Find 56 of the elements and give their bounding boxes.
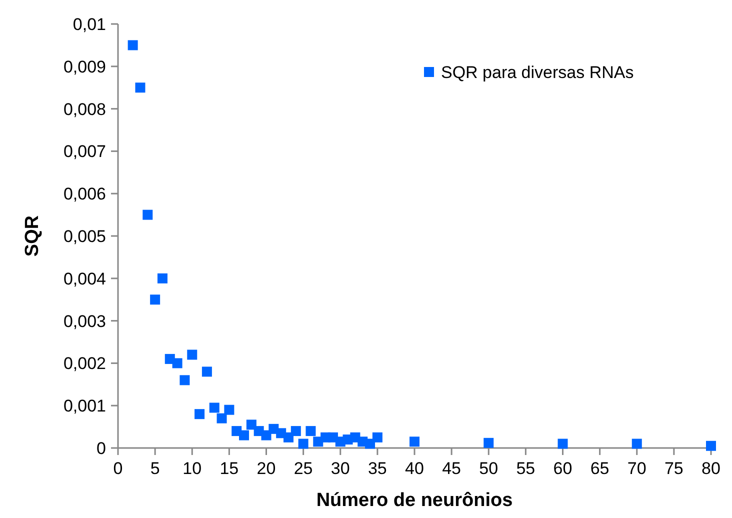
point bbox=[239, 430, 250, 440]
point bbox=[202, 366, 212, 377]
x-tick-label: 15 bbox=[220, 459, 239, 478]
point bbox=[372, 432, 382, 442]
point bbox=[180, 375, 190, 386]
legend-label: SQR para diversas RNAs bbox=[441, 62, 634, 82]
y-tick-label: 0,007 bbox=[63, 142, 106, 162]
x-tick-label: 30 bbox=[330, 459, 350, 478]
x-tick-label: 5 bbox=[150, 459, 160, 478]
x-tick-label: 0 bbox=[113, 459, 123, 478]
point bbox=[306, 426, 316, 436]
y-tick-label: 0,005 bbox=[63, 226, 106, 246]
x-tick-label: 10 bbox=[182, 459, 202, 478]
point bbox=[290, 426, 301, 436]
x-tick-label: 25 bbox=[294, 459, 313, 478]
point bbox=[172, 358, 182, 368]
point bbox=[187, 350, 198, 360]
x-tick-label: 35 bbox=[368, 459, 387, 478]
x-tick-label: 75 bbox=[664, 459, 684, 478]
point bbox=[246, 420, 256, 430]
x-tick-label: 80 bbox=[702, 459, 720, 478]
point bbox=[157, 273, 168, 284]
x-tick-label: 50 bbox=[479, 459, 498, 478]
y-tick-label: 0,006 bbox=[63, 184, 106, 204]
y-tick-label: 0 bbox=[96, 438, 106, 458]
point bbox=[224, 404, 234, 415]
point bbox=[410, 436, 420, 447]
point bbox=[298, 438, 308, 449]
x-tick-label: 60 bbox=[553, 459, 572, 478]
x-tick-label: 65 bbox=[590, 459, 610, 478]
point bbox=[194, 409, 205, 420]
point bbox=[216, 413, 227, 424]
point bbox=[135, 82, 146, 93]
x-tick-label: 40 bbox=[405, 459, 424, 478]
y-axis-title: SQR bbox=[22, 215, 43, 257]
point bbox=[365, 438, 376, 449]
x-tick-label: 70 bbox=[627, 459, 646, 478]
point bbox=[484, 438, 494, 448]
y-tick-label: 0,002 bbox=[63, 354, 106, 374]
x-tick-label: 55 bbox=[516, 459, 536, 478]
point bbox=[128, 40, 138, 50]
point bbox=[142, 210, 153, 220]
x-tick-label: 45 bbox=[442, 459, 462, 478]
y-tick-label: 0,01 bbox=[72, 14, 106, 34]
x-tick-label: 20 bbox=[256, 459, 276, 478]
y-tick-label: 0,004 bbox=[63, 269, 106, 288]
point bbox=[706, 440, 716, 451]
point bbox=[150, 294, 160, 305]
point bbox=[632, 438, 642, 449]
y-tick-label: 0,001 bbox=[63, 396, 106, 416]
x-axis-title: Número de neurônios bbox=[316, 490, 513, 511]
point bbox=[209, 402, 220, 413]
point bbox=[558, 438, 568, 449]
y-tick-label: 0,003 bbox=[63, 312, 106, 331]
y-tick-label: 0,009 bbox=[63, 57, 106, 76]
y-tick-label: 0,008 bbox=[63, 100, 106, 119]
